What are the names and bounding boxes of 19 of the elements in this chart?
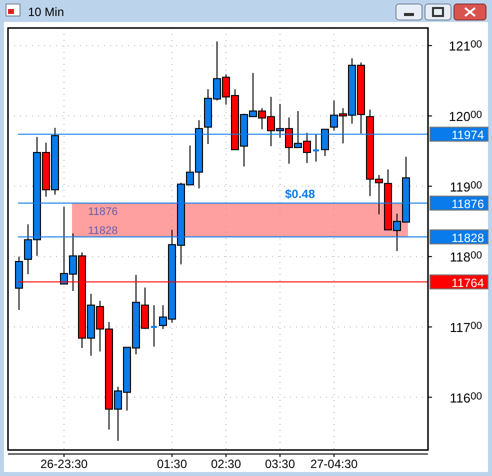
- y-tick-label: 119$^{00}$: [450, 179, 482, 194]
- chart-title: 10 Min: [28, 5, 64, 19]
- y-tick-label: 117$^{00}$: [450, 320, 482, 335]
- ref-line-label: 11828: [452, 230, 484, 245]
- ref-line-label: 11876: [452, 197, 484, 212]
- ref-line-label: 11764: [452, 276, 484, 290]
- ref-line-label: 11974: [452, 128, 484, 142]
- y-tick-label: 120$^{00}$: [448, 108, 482, 124]
- annotation: 11828: [88, 224, 118, 237]
- y-tick-label: 116$^{00}$: [450, 390, 482, 406]
- x-tick-label: 03:30: [264, 457, 296, 471]
- x-tick-label: 27-04:30: [310, 457, 358, 471]
- x-tick-label: 01:30: [156, 457, 188, 471]
- x-tick-label: 02:30: [210, 457, 242, 471]
- y-tick-label: 121$^{00}$: [448, 38, 482, 54]
- x-tick-label: 26-23:30: [40, 457, 88, 471]
- annotation: 11876: [88, 206, 118, 218]
- band-label: $0.48: [284, 187, 316, 202]
- y-tick-label: 118$^{00}$: [450, 250, 482, 265]
